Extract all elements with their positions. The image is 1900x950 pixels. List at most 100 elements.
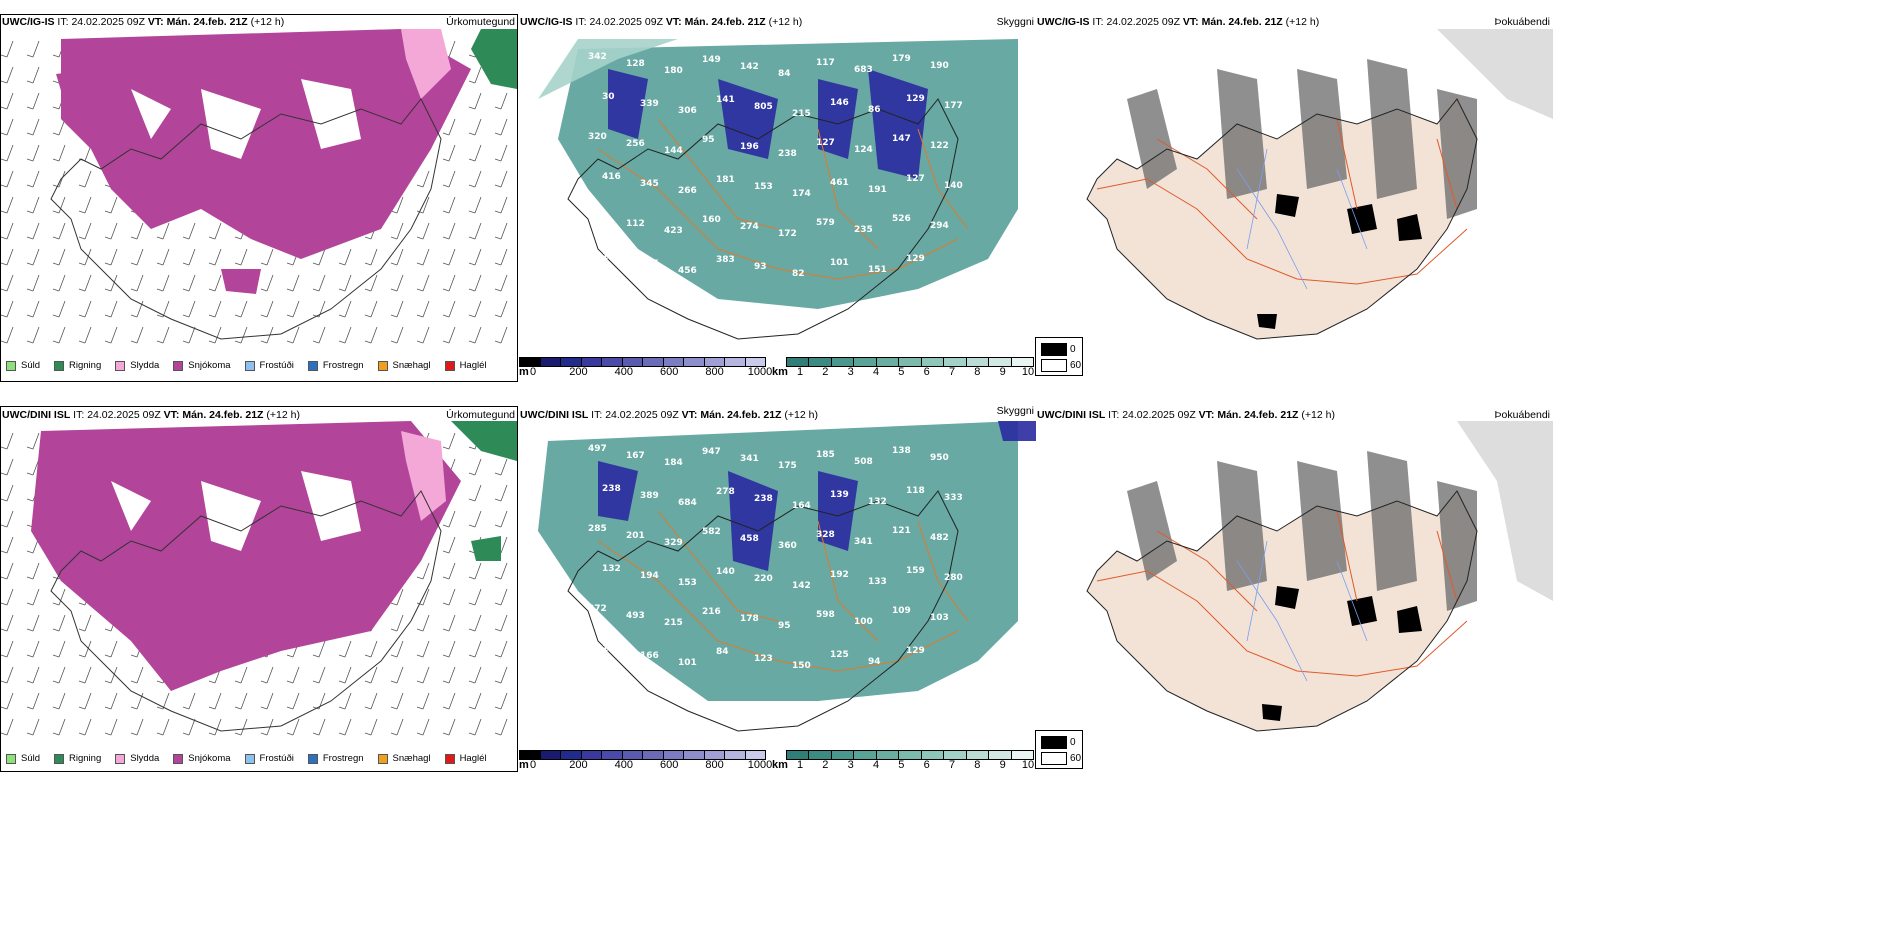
visibility-value-label: 174	[792, 189, 811, 199]
visibility-value-label: 256	[626, 139, 645, 149]
visibility-value-label: 138	[892, 446, 911, 456]
wind-barb	[416, 274, 430, 292]
wind-barb	[364, 666, 378, 684]
visibility-value-label: 238	[602, 484, 621, 494]
cbar-tick-label: 200	[569, 759, 588, 771]
wind-barb	[494, 588, 508, 606]
wind-barb	[312, 248, 326, 266]
precip-legend-swatch	[6, 753, 16, 764]
wind-barb	[468, 640, 482, 658]
snow-blob-south	[221, 269, 261, 294]
wind-barb	[312, 718, 326, 736]
wind-barb	[234, 718, 248, 736]
cbar-tick-label: 7	[948, 366, 956, 378]
cbar-segment	[787, 751, 810, 759]
visibility-value-label: 341	[854, 537, 873, 547]
wind-barb	[494, 248, 508, 266]
wind-barb	[26, 92, 40, 110]
wind-barb	[286, 666, 300, 684]
wind-barb	[182, 718, 196, 736]
wind-barb	[1, 144, 14, 162]
wind-barb	[442, 718, 456, 736]
fog-legend-label: 0	[1070, 737, 1076, 748]
wind-barb	[364, 640, 378, 658]
wind-barb	[156, 222, 170, 240]
visibility-value-label: 124	[854, 145, 873, 155]
visibility-value-label: 947	[702, 447, 721, 457]
visibility-value-label: 456	[678, 266, 697, 276]
precip-legend-label: Frostregn	[322, 360, 364, 371]
visibility-value-label: 129	[906, 94, 925, 104]
iceland-outline	[567, 98, 959, 340]
wind-barb	[468, 222, 482, 240]
vt-label: VT:	[1198, 409, 1215, 421]
wind-barb	[468, 614, 482, 632]
wind-barb	[104, 692, 118, 710]
visibility-value-label: 579	[816, 218, 835, 228]
visibility-value-label: 175	[778, 461, 797, 471]
visibility-value-label: 129	[906, 254, 925, 264]
precip-legend-item: Snæhagl	[377, 360, 431, 371]
visibility-value-label: 383	[716, 255, 735, 265]
wind-barb	[26, 222, 40, 240]
cbar-tick-label: 400	[614, 366, 633, 378]
wind-barb	[1, 614, 14, 632]
wind-barb	[468, 718, 482, 736]
cbar-segment	[725, 751, 746, 759]
wind-barb	[390, 614, 404, 632]
wind-barb	[286, 718, 300, 736]
wind-barb	[234, 248, 248, 266]
visibility-labels: 342 128 180 149 142 84 117 683 179 190 30 339 306 141…	[588, 52, 963, 279]
visibility-value-label: 280	[944, 573, 963, 583]
wind-barb	[1, 40, 14, 58]
wind-barb	[78, 170, 92, 188]
fog-legend-label: 60	[1070, 360, 1082, 371]
wind-barb	[416, 300, 430, 318]
cbar-segment	[1011, 358, 1033, 366]
roads	[597, 510, 969, 672]
wind-barb	[1, 326, 14, 344]
visibility-value-label: 423	[664, 226, 683, 236]
precip-map	[1, 29, 517, 344]
wind-barb	[442, 196, 456, 214]
wind-barb	[1, 196, 14, 214]
it-value: 24.02.2025 09Z	[1122, 409, 1196, 421]
precip-legend-swatch	[6, 360, 16, 371]
visibility-value-label: 238	[754, 494, 773, 504]
wind-barb	[390, 326, 404, 344]
wind-barb	[286, 326, 300, 344]
wind-barb	[442, 640, 456, 658]
cbar-km-unit: km	[772, 366, 788, 378]
wind-barb	[1, 536, 14, 554]
wind-barb	[52, 300, 66, 318]
cbar-segment	[876, 358, 900, 366]
fog-legend-swatch-white	[1041, 359, 1067, 372]
cbar-segment	[622, 358, 643, 366]
wind-barb	[26, 196, 40, 214]
cbar-segment	[809, 358, 832, 366]
wind-barb	[130, 692, 144, 710]
wind-barb	[78, 248, 92, 266]
fog-offshore	[1437, 29, 1553, 119]
wind-barb	[234, 692, 248, 710]
wind-barb	[442, 326, 456, 344]
visibility-value-label: 101	[830, 258, 849, 268]
cbar-segment	[561, 751, 582, 759]
it-value: 24.02.2025 09Z	[605, 409, 679, 421]
wind-barb	[26, 300, 40, 318]
wind-barb	[1, 118, 14, 136]
wind-barb	[494, 718, 508, 736]
cbar-segment	[745, 751, 765, 759]
visibility-value-label: 341	[740, 454, 759, 464]
precip-legend-swatch	[244, 360, 255, 371]
visibility-value-label: 112	[626, 219, 645, 229]
wind-barb	[208, 326, 222, 344]
visibility-value-label: 285	[588, 524, 607, 534]
cbar-segment	[540, 358, 561, 366]
wind-barb	[156, 248, 170, 266]
wind-barb	[104, 274, 118, 292]
vt-value: Mán. 24.feb. 21Z	[700, 409, 782, 421]
visibility-value-label: 306	[678, 106, 697, 116]
precip-legend-label: Slydda	[130, 753, 160, 764]
wind-barb	[78, 614, 92, 632]
